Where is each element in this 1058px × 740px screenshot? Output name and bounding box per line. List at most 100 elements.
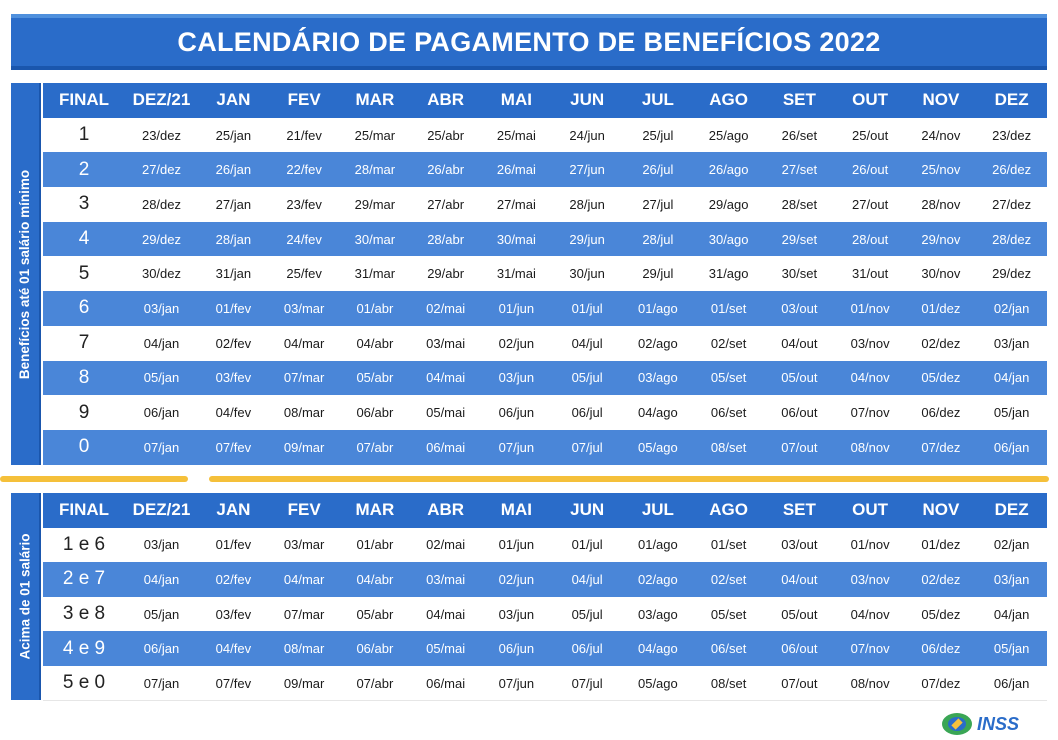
payment-date-cell: 04/jul (551, 562, 623, 597)
payment-date-cell: 01/nov (834, 527, 906, 563)
payment-date-cell: 30/ago (693, 221, 764, 257)
payment-date-cell: 24/nov (905, 117, 977, 153)
payment-date-cell: 31/mai (481, 256, 552, 292)
payment-date-cell: 30/jun (551, 256, 623, 292)
payment-date-cell: 26/abr (410, 152, 481, 188)
payment-date-cell: 01/dez (905, 527, 977, 563)
payment-date-cell: 02/dez (905, 562, 977, 597)
payment-date-cell: 25/jan (198, 117, 269, 153)
payment-date-cell: 04/jan (125, 325, 198, 361)
payment-date-cell: 26/dez (976, 152, 1047, 188)
payment-date-cell: 03/out (764, 291, 835, 326)
payment-date-cell: 07/nov (834, 631, 906, 666)
payment-date-cell: 05/dez (905, 596, 977, 632)
payment-date-cell: 03/jan (125, 527, 198, 563)
payment-date-cell: 28/dez (976, 221, 1047, 257)
payment-date-cell: 06/out (764, 631, 835, 666)
payment-date-cell: 01/jul (551, 527, 623, 563)
payment-date-cell: 07/nov (834, 395, 906, 430)
payment-date-cell: 28/nov (905, 187, 977, 222)
table-row: 5 30/dez 31/jan 25/fev 31/mar 29/abr 31/mai 30/… (43, 256, 1047, 292)
calendar-table-minimum-wage: FINAL DEZ/21 JAN FEV MAR ABR MAI JUN JUL AGO SET OU… (43, 83, 1047, 465)
payment-date-cell: 08/nov (834, 665, 906, 701)
payment-date-cell: 06/jan (125, 631, 198, 666)
column-header: NOV (905, 493, 977, 528)
payment-date-cell: 07/jun (481, 665, 552, 701)
column-header: ABR (410, 493, 481, 528)
payment-date-cell: 04/ago (622, 395, 694, 430)
payment-date-cell: 28/jul (622, 221, 694, 257)
payment-date-cell: 29/jun (551, 221, 623, 257)
table-row: 1 e 6 03/jan 01/fev 03/mar 01/abr 02/mai 01/ju… (43, 527, 1047, 563)
payment-date-cell: 03/mai (410, 562, 481, 597)
payment-date-cell: 06/jan (976, 429, 1047, 465)
payment-date-cell: 03/out (764, 527, 835, 563)
payment-date-cell: 07/jul (551, 665, 623, 701)
column-header: AGO (693, 83, 764, 118)
payment-date-cell: 25/fev (268, 256, 340, 292)
payment-date-cell: 06/abr (339, 395, 411, 430)
payment-date-cell: 03/mai (410, 325, 481, 361)
column-header: OUT (834, 83, 906, 118)
section2-side-label-bar: Acima de 01 salário (11, 493, 41, 700)
payment-date-cell: 04/fev (198, 395, 269, 430)
payment-date-cell: 02/set (693, 562, 764, 597)
final-digit-cell: 6 (43, 291, 125, 326)
payment-date-cell: 05/jul (551, 596, 623, 632)
column-header: MAI (481, 493, 552, 528)
payment-date-cell: 23/fev (268, 187, 340, 222)
payment-date-cell: 05/jan (976, 395, 1047, 430)
payment-date-cell: 05/jan (976, 631, 1047, 666)
payment-date-cell: 04/jan (125, 562, 198, 597)
table-row: 2 e 7 04/jan 02/fev 04/mar 04/abr 03/mai 02/ju… (43, 562, 1047, 597)
payment-date-cell: 08/mar (268, 395, 340, 430)
payment-date-cell: 07/jun (481, 429, 552, 465)
final-digit-cell: 8 (43, 360, 125, 396)
section-above-minimum-wage: Acima de 01 salário FINAL DEZ/21 JAN FEV MAR… (11, 493, 1047, 701)
table-row: 3 28/dez 27/jan 23/fev 29/mar 27/abr 27/mai 28/… (43, 187, 1047, 222)
payment-date-cell: 29/jul (622, 256, 694, 292)
payment-date-cell: 03/jan (976, 562, 1047, 597)
payment-date-cell: 04/abr (339, 325, 411, 361)
payment-date-cell: 08/set (693, 429, 764, 465)
payment-date-cell: 05/set (693, 360, 764, 396)
column-header: MAR (339, 83, 411, 118)
payment-date-cell: 05/jan (125, 596, 198, 632)
payment-date-cell: 30/mai (481, 221, 552, 257)
payment-date-cell: 31/ago (693, 256, 764, 292)
payment-date-cell: 03/ago (622, 360, 694, 396)
payment-date-cell: 03/jun (481, 360, 552, 396)
payment-date-cell: 27/dez (976, 187, 1047, 222)
payment-date-cell: 04/abr (339, 562, 411, 597)
payment-date-cell: 02/mai (410, 527, 481, 563)
payment-date-cell: 06/out (764, 395, 835, 430)
payment-date-cell: 02/ago (622, 325, 694, 361)
table-row: 1 23/dez 25/jan 21/fev 25/mar 25/abr 25/mai 24/… (43, 117, 1047, 153)
section1-side-label-bar: Benefícios até 01 salário mínimo (11, 83, 41, 465)
payment-date-cell: 26/set (764, 117, 835, 153)
payment-date-cell: 07/abr (339, 665, 411, 701)
payment-date-cell: 26/out (834, 152, 906, 188)
payment-date-cell: 29/ago (693, 187, 764, 222)
payment-date-cell: 03/jan (976, 325, 1047, 361)
payment-date-cell: 01/abr (339, 291, 411, 326)
payment-date-cell: 04/out (764, 562, 835, 597)
payment-date-cell: 01/set (693, 527, 764, 563)
payment-date-cell: 06/jun (481, 395, 552, 430)
payment-date-cell: 04/jul (551, 325, 623, 361)
payment-date-cell: 30/nov (905, 256, 977, 292)
payment-date-cell: 05/jul (551, 360, 623, 396)
payment-date-cell: 08/nov (834, 429, 906, 465)
payment-date-cell: 29/nov (905, 221, 977, 257)
table-row: 7 04/jan 02/fev 04/mar 04/abr 03/mai 02/jun 04/… (43, 325, 1047, 361)
payment-date-cell: 27/set (764, 152, 835, 188)
column-header: JAN (198, 493, 269, 528)
column-header: DEZ/21 (125, 493, 198, 528)
payment-date-cell: 29/dez (125, 221, 198, 257)
table-row: 0 07/jan 07/fev 09/mar 07/abr 06/mai 07/jun 07/… (43, 429, 1047, 465)
payment-date-cell: 06/mai (410, 429, 481, 465)
payment-date-cell: 06/jul (551, 631, 623, 666)
payment-date-cell: 28/mar (339, 152, 411, 188)
table-row: 4 29/dez 28/jan 24/fev 30/mar 28/abr 30/mai 29/… (43, 221, 1047, 257)
payment-date-cell: 05/abr (339, 360, 411, 396)
